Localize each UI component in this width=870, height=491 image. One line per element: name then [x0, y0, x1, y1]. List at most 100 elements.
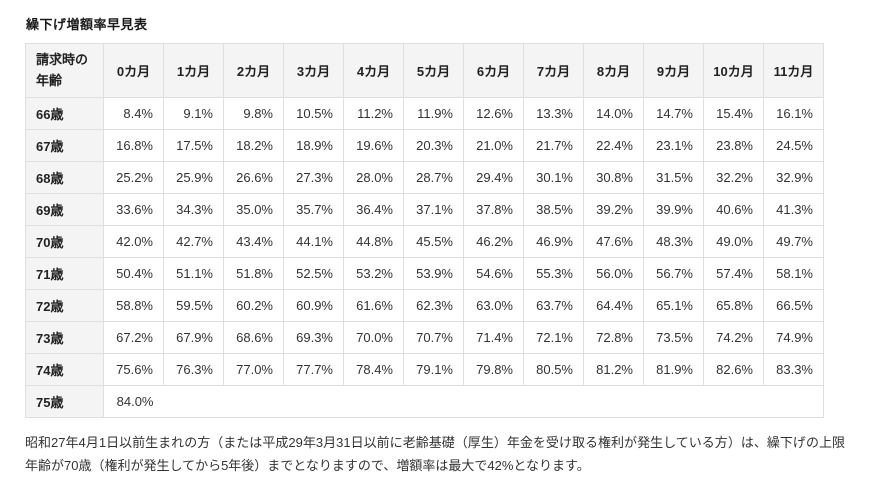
corner-header-line-1: 請求時の [36, 52, 89, 68]
rate-cell: 30.1% [523, 161, 584, 194]
rate-cell: 56.0% [583, 257, 644, 290]
age-row-header: 69歳 [25, 193, 104, 226]
rate-cell: 29.4% [463, 161, 524, 194]
table-row: 74歳 75.6% 76.3% 77.0% 77.7% 78.4% 79.1% 79.8% 80… [25, 353, 824, 386]
rate-cell: 72.8% [583, 321, 644, 354]
page-container: 繰下げ増額率早見表 請求時の 年齢 0カ月 1カ月 2カ月 3カ月 4カ月 5カ月 6カ月 7… [25, 17, 845, 474]
rate-cell: 53.2% [343, 257, 404, 290]
rate-cell: 9.8% [223, 97, 284, 130]
month-header: 1カ月 [163, 43, 224, 98]
table-row: 72歳 58.8% 59.5% 60.2% 60.9% 61.6% 62.3% 63.0% 63… [25, 289, 824, 322]
rate-cell: 83.3% [763, 353, 824, 386]
rate-cell: 50.4% [103, 257, 164, 290]
rate-cell: 28.7% [403, 161, 464, 194]
age-row-header: 75歳 [25, 385, 104, 418]
rate-cell: 14.0% [583, 97, 644, 130]
rate-cell: 33.6% [103, 193, 164, 226]
rate-cell: 63.7% [523, 289, 584, 322]
rate-cell: 31.5% [643, 161, 704, 194]
rate-cell: 77.0% [223, 353, 284, 386]
age-row-header: 73歳 [25, 321, 104, 354]
rate-cell: 60.9% [283, 289, 344, 322]
rate-cell: 78.4% [343, 353, 404, 386]
rate-cell: 10.5% [283, 97, 344, 130]
month-header: 3カ月 [283, 43, 344, 98]
table-header-row: 請求時の 年齢 0カ月 1カ月 2カ月 3カ月 4カ月 5カ月 6カ月 7カ月 8カ月 9カ月 10… [25, 43, 824, 98]
table-row: 69歳 33.6% 34.3% 35.0% 35.7% 36.4% 37.1% 37.8% 38… [25, 193, 824, 226]
rate-cell: 46.2% [463, 225, 524, 258]
rate-cell: 42.7% [163, 225, 224, 258]
rate-cell: 8.4% [103, 97, 164, 130]
rate-cell: 69.3% [283, 321, 344, 354]
page-title: 繰下げ増額率早見表 [26, 17, 148, 32]
rate-cell: 41.3% [763, 193, 824, 226]
rate-cell: 51.1% [163, 257, 224, 290]
rate-cell: 74.2% [703, 321, 764, 354]
rate-cell: 14.7% [643, 97, 704, 130]
rate-cell: 63.0% [463, 289, 524, 322]
rate-cell: 11.2% [343, 97, 404, 130]
rate-cell: 25.9% [163, 161, 224, 194]
rate-cell: 44.8% [343, 225, 404, 258]
rate-cell: 80.5% [523, 353, 584, 386]
rate-cell: 32.9% [763, 161, 824, 194]
rate-cell: 18.2% [223, 129, 284, 162]
rate-cell: 20.3% [403, 129, 464, 162]
rate-cell: 46.9% [523, 225, 584, 258]
rate-cell: 12.6% [463, 97, 524, 130]
rate-cell: 44.1% [283, 225, 344, 258]
rate-cell: 76.3% [163, 353, 224, 386]
rate-cell: 71.4% [463, 321, 524, 354]
rate-cell: 77.7% [283, 353, 344, 386]
rate-cell: 16.1% [763, 97, 824, 130]
rate-cell: 70.7% [403, 321, 464, 354]
rate-cell: 81.9% [643, 353, 704, 386]
increase-rate-table: 請求時の 年齢 0カ月 1カ月 2カ月 3カ月 4カ月 5カ月 6カ月 7カ月 8カ月 9カ月 10… [25, 43, 824, 418]
age-row-header: 74歳 [25, 353, 104, 386]
month-header: 5カ月 [403, 43, 464, 98]
rate-cell: 79.1% [403, 353, 464, 386]
corner-header-line-2: 年齢 [36, 72, 63, 88]
table-header: 請求時の 年齢 0カ月 1カ月 2カ月 3カ月 4カ月 5カ月 6カ月 7カ月 8カ月 9カ月 10… [25, 43, 824, 98]
rate-cell: 81.2% [583, 353, 644, 386]
rate-cell: 59.5% [163, 289, 224, 322]
age-row-header: 70歳 [25, 225, 104, 258]
rate-cell: 52.5% [283, 257, 344, 290]
rate-cell: 34.3% [163, 193, 224, 226]
rate-cell: 23.8% [703, 129, 764, 162]
rate-cell: 21.0% [463, 129, 524, 162]
rate-cell: 49.0% [703, 225, 764, 258]
note-text: 昭和27年4月1日以前生まれの方（または平成29年3月31日以前に老齢基礎（厚生… [25, 435, 845, 474]
age-row-header: 72歳 [25, 289, 104, 322]
rate-cell: 65.8% [703, 289, 764, 322]
rate-cell: 54.6% [463, 257, 524, 290]
rate-cell: 58.1% [763, 257, 824, 290]
rate-cell: 21.7% [523, 129, 584, 162]
rate-cell: 39.2% [583, 193, 644, 226]
empty-cell [163, 385, 824, 418]
month-header: 7カ月 [523, 43, 584, 98]
month-header: 0カ月 [103, 43, 164, 98]
rate-cell: 25.2% [103, 161, 164, 194]
rate-cell: 79.8% [463, 353, 524, 386]
rate-cell: 38.5% [523, 193, 584, 226]
age-row-header: 67歳 [25, 129, 104, 162]
table-row: 67歳 16.8% 17.5% 18.2% 18.9% 19.6% 20.3% 21.0% 21… [25, 129, 824, 162]
rate-cell: 55.3% [523, 257, 584, 290]
rate-cell: 45.5% [403, 225, 464, 258]
rate-cell: 35.0% [223, 193, 284, 226]
rate-cell: 15.4% [703, 97, 764, 130]
table-row: 66歳 8.4% 9.1% 9.8% 10.5% 11.2% 11.9% 12.6% 13.3%… [25, 97, 824, 130]
rate-cell: 39.9% [643, 193, 704, 226]
rate-cell: 82.6% [703, 353, 764, 386]
rate-cell: 37.8% [463, 193, 524, 226]
rate-cell: 22.4% [583, 129, 644, 162]
rate-cell: 11.9% [403, 97, 464, 130]
rate-cell: 48.3% [643, 225, 704, 258]
rate-cell: 26.6% [223, 161, 284, 194]
rate-cell: 84.0% [103, 385, 164, 418]
month-header: 6カ月 [463, 43, 524, 98]
rate-cell: 68.6% [223, 321, 284, 354]
month-header: 4カ月 [343, 43, 404, 98]
rate-cell: 16.8% [103, 129, 164, 162]
